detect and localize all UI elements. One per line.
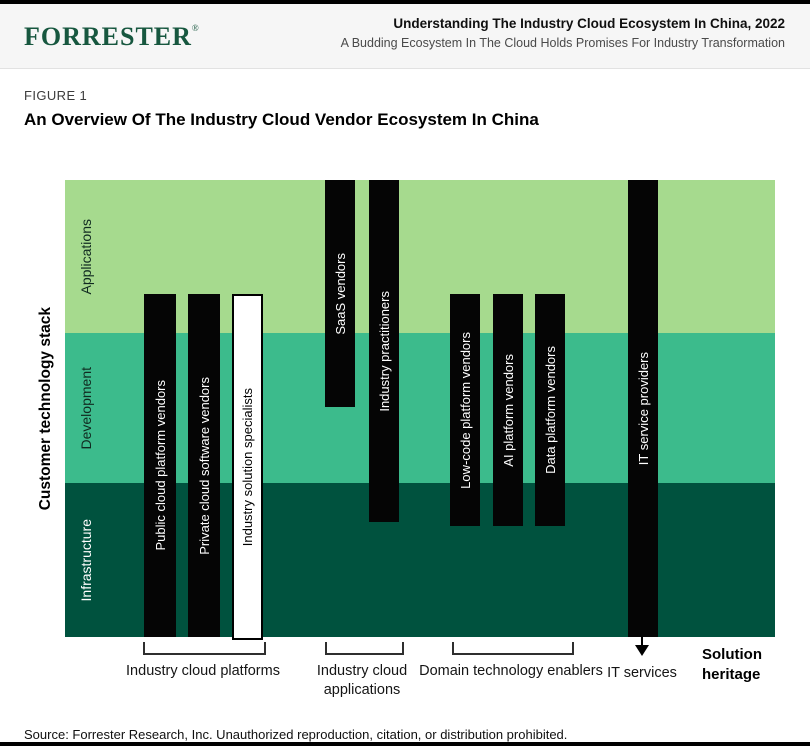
bar-ai-platform-vendors: AI platform vendors [493, 294, 523, 526]
report-header: FORRESTER® Understanding The Industry Cl… [0, 4, 810, 69]
bar-data-platform-vendors: Data platform vendors [535, 294, 565, 526]
bar-public-cloud-platform-vendors: Public cloud platform vendors [144, 294, 176, 637]
band-label-development: Development [73, 333, 99, 483]
down-arrow-icon [641, 637, 643, 646]
bar-private-cloud-software-vendors: Private cloud software vendors [188, 294, 220, 637]
bar-label: IT service providers [635, 351, 651, 466]
report-title: Understanding The Industry Cloud Ecosyst… [393, 16, 785, 31]
figure-label: FIGURE 1 [24, 88, 88, 103]
bracket-industry-cloud-applications [325, 642, 404, 655]
y-axis-label: Customer technology stack [32, 180, 60, 637]
group-label-industry-cloud-applications: Industry cloud applications [316, 663, 408, 699]
bar-it-service-providers: IT service providers [628, 180, 658, 637]
report-title-block: Understanding The Industry Cloud Ecosyst… [341, 16, 785, 51]
bar-low-code-platform-vendors: Low-code platform vendors [450, 294, 480, 526]
bar-saas-vendors: SaaS vendors [325, 180, 355, 407]
band-label-applications-text: Applications [78, 218, 94, 295]
registered-mark: ® [191, 23, 199, 33]
solution-heritage-label: Solution heritage [702, 646, 762, 684]
bar-label: Data platform vendors [542, 346, 558, 474]
band-label-infrastructure-text: Infrastructure [78, 518, 94, 602]
bar-label: Private cloud software vendors [196, 376, 212, 555]
group-label-it-services: IT services [607, 665, 677, 681]
band-label-development-text: Development [78, 366, 94, 450]
forrester-logo: FORRESTER® [24, 22, 199, 52]
group-label-industry-cloud-platforms: Industry cloud platforms [126, 663, 280, 679]
bar-label: Low-code platform vendors [457, 331, 473, 489]
band-label-applications: Applications [73, 180, 99, 333]
top-black-strip [0, 0, 810, 4]
bar-industry-practitioners: Industry practitioners [369, 180, 399, 522]
bar-label: Industry practitioners [376, 290, 392, 412]
bar-label: SaaS vendors [332, 252, 348, 335]
band-label-infrastructure: Infrastructure [73, 483, 99, 637]
forrester-logo-text: FORRESTER [24, 22, 192, 51]
group-label-domain-technology-enablers: Domain technology enablers [419, 663, 603, 679]
bar-label: AI platform vendors [500, 353, 516, 467]
down-arrow-icon [635, 645, 649, 656]
bar-label: Public cloud platform vendors [152, 380, 168, 551]
bar-label: Industry solution specialists [240, 387, 255, 547]
source-line: Source: Forrester Research, Inc. Unautho… [24, 727, 568, 742]
report-subtitle: A Budding Ecosystem In The Cloud Holds P… [340, 35, 785, 50]
bracket-industry-cloud-platforms [143, 642, 266, 655]
figure-title: An Overview Of The Industry Cloud Vendor… [24, 110, 539, 129]
bracket-domain-technology-enablers [452, 642, 574, 655]
stack-diagram: Applications Development Infrastructure … [65, 180, 775, 640]
bottom-black-strip [0, 742, 810, 746]
y-axis-label-text: Customer technology stack [37, 306, 54, 511]
bar-industry-solution-specialists: Industry solution specialists [232, 294, 263, 640]
